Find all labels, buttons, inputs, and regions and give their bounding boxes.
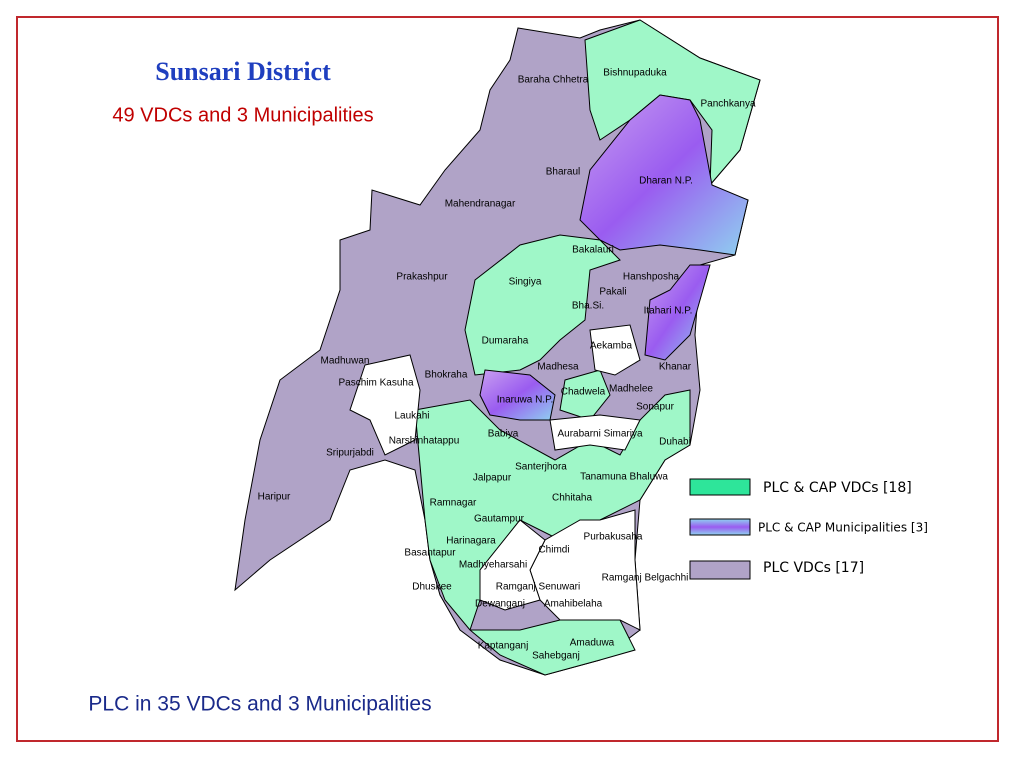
region-label: Madhyeharsahi <box>459 560 527 571</box>
region-label: Panchkanya <box>700 99 755 110</box>
region-label: Bishnupaduka <box>603 68 667 79</box>
region-label: Harinagara <box>446 536 496 547</box>
region-green <box>584 19 761 187</box>
region-label: Basantapur <box>404 548 456 559</box>
region-white <box>549 414 641 451</box>
region-label: Kaptanganj <box>478 641 529 652</box>
legend-swatch <box>689 560 751 580</box>
region-label: Sonapur <box>636 402 674 413</box>
region-label: Purbakusaha <box>584 532 643 543</box>
region-label: Mahendranagar <box>445 199 516 210</box>
legend-label: PLC & CAP Municipalities [3] <box>758 521 928 535</box>
region-label: Dharan N.P. <box>639 176 693 187</box>
map <box>234 19 761 676</box>
region-label: Bharaul <box>546 167 580 178</box>
region-label: Haripur <box>258 492 291 503</box>
legend-swatch <box>689 518 751 536</box>
legend-label: PLC & CAP VDCs [18] <box>763 480 912 496</box>
region-white <box>479 519 546 611</box>
region-label: Dhuskee <box>412 582 452 593</box>
region-white <box>589 324 641 376</box>
region-label: Madhuwan <box>321 356 370 367</box>
region-label: Gautampur <box>474 514 525 525</box>
region-label: Baraha Chhetra <box>518 75 589 86</box>
region-label: Narshinhatappu <box>389 436 460 447</box>
region-label: Santerjhora <box>515 462 567 473</box>
region-label: Madhesa <box>537 362 579 373</box>
municipality <box>579 94 749 256</box>
region-label: Paschim Kasuha <box>338 378 413 389</box>
region-labels: Baraha Chhetra Bishnupaduka Panchkanya Dhar… <box>258 68 756 662</box>
region-label: Aurabarni Simariya <box>557 429 642 440</box>
region-label: Babiya <box>488 429 519 440</box>
region-label: Aekamba <box>590 341 633 352</box>
region-label: Chimdi <box>538 545 569 556</box>
region-label: Ramnagar <box>430 498 477 509</box>
subtitle: 49 VDCs and 3 Municipalities <box>112 104 373 126</box>
region-label: Pakali <box>599 287 626 298</box>
region-label: Itahari N.P. <box>644 306 693 317</box>
municipality <box>644 264 711 361</box>
region-label: Hanshposha <box>623 272 680 283</box>
region-label: Jalpapur <box>473 473 512 484</box>
region-label: Sripurjabdi <box>326 448 374 459</box>
region-green <box>464 234 621 376</box>
region-label: Duhabi <box>659 437 691 448</box>
region-label: Chadwela <box>561 387 606 398</box>
region-label: Inaruwa N.P. <box>497 395 554 406</box>
municipality <box>479 369 556 421</box>
region-label: Chhitaha <box>552 493 592 504</box>
region-white <box>349 354 421 456</box>
region-label: Amaduwa <box>570 638 615 649</box>
title: Sunsari District <box>155 57 331 86</box>
region-label: Laukahi <box>394 411 429 422</box>
region-label: Prakashpur <box>396 272 448 283</box>
region-label: Bhokraha <box>425 370 468 381</box>
region-label: Dewanganj <box>475 599 525 610</box>
region-label: Ramganj Belgachhi <box>602 573 689 584</box>
region-label: Bha.Si. <box>572 301 604 312</box>
region-label: Ramganj Senuwari <box>496 582 581 593</box>
region-label: Tanamuna Bhaluwa <box>580 472 668 483</box>
legend-label: PLC VDCs [17] <box>763 560 864 576</box>
footer: PLC in 35 VDCs and 3 Municipalities <box>88 693 431 716</box>
frame <box>16 16 999 742</box>
region-label: Dumaraha <box>482 336 529 347</box>
legend-swatch <box>689 478 751 496</box>
region-label: Khanar <box>659 362 692 373</box>
region-label: Singiya <box>509 277 542 288</box>
region-label: Amahibelaha <box>544 599 603 610</box>
region-label: Madhelee <box>609 384 653 395</box>
region-label: Bakalauri <box>572 245 614 256</box>
region-label: Sahebganj <box>532 651 580 662</box>
region-green <box>559 369 611 421</box>
